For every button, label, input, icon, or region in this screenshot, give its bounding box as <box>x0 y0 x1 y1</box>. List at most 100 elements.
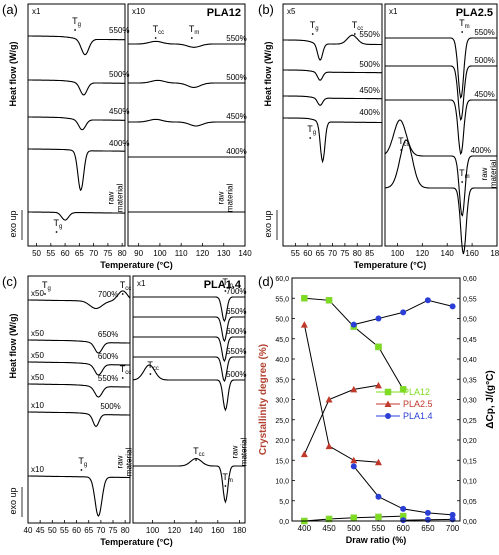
x-axis-title: Temperature (°C) <box>100 537 172 547</box>
transition-marker: Tcc <box>153 24 165 36</box>
dsc-curve <box>385 99 497 155</box>
x-axis-tick-label: 40 <box>24 526 33 535</box>
dsc-curve <box>28 116 125 131</box>
curve-label: 550% <box>226 34 246 43</box>
y2-axis-title: ΔCp, J/(g°C) <box>485 370 496 428</box>
transition-marker: Tm <box>459 18 470 30</box>
transition-marker: Tg <box>42 280 51 292</box>
y-tick-label: 25,0 <box>275 418 289 425</box>
y-tick-label: 10,0 <box>275 479 289 486</box>
dsc-curve <box>28 79 125 96</box>
y-tick-label: 30,0 <box>275 398 289 405</box>
dsc-curve <box>283 34 382 61</box>
dsc-curve <box>132 364 245 412</box>
curve-label: raw <box>116 455 125 468</box>
y2-tick-label: 0,15 <box>463 458 477 465</box>
dsc-curve <box>283 95 382 106</box>
transition-marker: Tg <box>72 16 81 28</box>
curve-label: 500% <box>226 73 246 82</box>
legend-marker <box>385 413 391 419</box>
dsc-curve <box>28 475 130 517</box>
x-axis-tick-label: 75 <box>109 526 118 535</box>
curve-label: 500% <box>359 60 379 69</box>
scale-label: x1 <box>389 7 398 16</box>
panel-title: PLA2.5 <box>456 7 493 19</box>
data-point <box>374 458 382 466</box>
y-tick-label: 0,0 <box>279 519 289 526</box>
data-point <box>375 343 382 351</box>
curve-label: 500% <box>226 370 246 379</box>
y2-tick-label: 0,35 <box>463 377 477 384</box>
y2-tick-label: 0,20 <box>463 438 477 445</box>
dsc-curve <box>133 356 245 383</box>
dsc-curve <box>283 117 382 164</box>
curve-label: material <box>125 448 134 477</box>
x-axis-tick-label: 50 <box>32 249 41 258</box>
marker-dot <box>461 31 464 33</box>
x-axis-tick-label: 100 <box>391 249 405 258</box>
x-axis-tick-label: 160 <box>211 526 225 535</box>
x-axis-tick-label: 75 <box>103 249 112 258</box>
curve-label: 600% <box>226 327 246 336</box>
transition-marker: Tcc <box>147 360 159 372</box>
dsc-curve <box>28 211 125 221</box>
x-axis-title: Temperature (°C) <box>354 260 426 270</box>
curve-label: 400% <box>109 139 129 148</box>
dsc-curve <box>384 119 497 217</box>
marker-dot <box>44 293 46 295</box>
curve-scale-label: x50 <box>31 289 44 298</box>
transition-marker: Tm <box>222 277 233 289</box>
data-point <box>325 296 333 304</box>
dsc-curve <box>28 148 125 192</box>
y-tick-label: 45,0 <box>275 337 289 344</box>
legend-marker <box>384 400 392 407</box>
curve-label: 400% <box>471 146 491 155</box>
curve-label: 500% <box>100 402 120 411</box>
curve-scale-label: x10 <box>31 465 44 474</box>
x-axis-title: Draw ratio (%) <box>346 535 407 545</box>
x-axis-tick-label: 70 <box>96 526 105 535</box>
dsc-curve <box>28 290 131 310</box>
transition-marker: Tg <box>54 218 63 230</box>
legend-label: PLA1.4 <box>403 411 433 421</box>
data-point <box>325 396 333 403</box>
curve-scale-label: x50 <box>31 351 44 360</box>
panel-label: (d) <box>258 274 274 289</box>
panel-b: (b) Temperature (°C) Heat flow (W/g) exo up… <box>258 2 498 270</box>
dsc-curve <box>133 336 245 363</box>
legend-label: PLA12 <box>403 387 430 397</box>
data-point <box>300 450 308 458</box>
panel-label: (b) <box>258 2 274 17</box>
x-axis-tick-label: 65 <box>84 526 93 535</box>
data-point <box>449 303 456 310</box>
x-axis-tick-label: 140 <box>238 249 252 258</box>
x-axis-tick-label: 80 <box>118 249 127 258</box>
dsc-curve <box>384 139 497 255</box>
x-axis-tick-label: 65 <box>316 249 325 258</box>
x-tick-label: 450 <box>322 524 336 533</box>
marker-dot <box>74 29 76 31</box>
data-point <box>300 321 308 328</box>
marker-dot <box>224 290 227 292</box>
sub-frame <box>132 275 246 524</box>
y-tick-label: 60,0 <box>275 276 289 283</box>
marker-dot <box>224 485 227 487</box>
x-axis-tick-label: 90 <box>134 249 143 258</box>
curve-label: 400% <box>226 147 246 156</box>
x-axis-tick-label: 65 <box>75 249 84 258</box>
transition-marker: Tcc <box>398 136 410 148</box>
x-axis-tick-label: 55 <box>291 249 300 258</box>
data-point <box>375 315 382 322</box>
transition-marker: Tm <box>189 24 200 36</box>
x-axis-tick-label: 120 <box>416 249 430 258</box>
curve-label: material <box>489 160 498 189</box>
dsc-curve <box>385 65 497 121</box>
dsc-curve <box>133 457 245 504</box>
curve-label: 550% <box>98 374 118 383</box>
transition-marker: Tg <box>78 456 87 468</box>
curve-label: 700% <box>226 287 246 296</box>
curve-label: material <box>116 184 125 213</box>
y-tick-label: 15,0 <box>275 458 289 465</box>
curve-label: raw <box>217 191 226 204</box>
